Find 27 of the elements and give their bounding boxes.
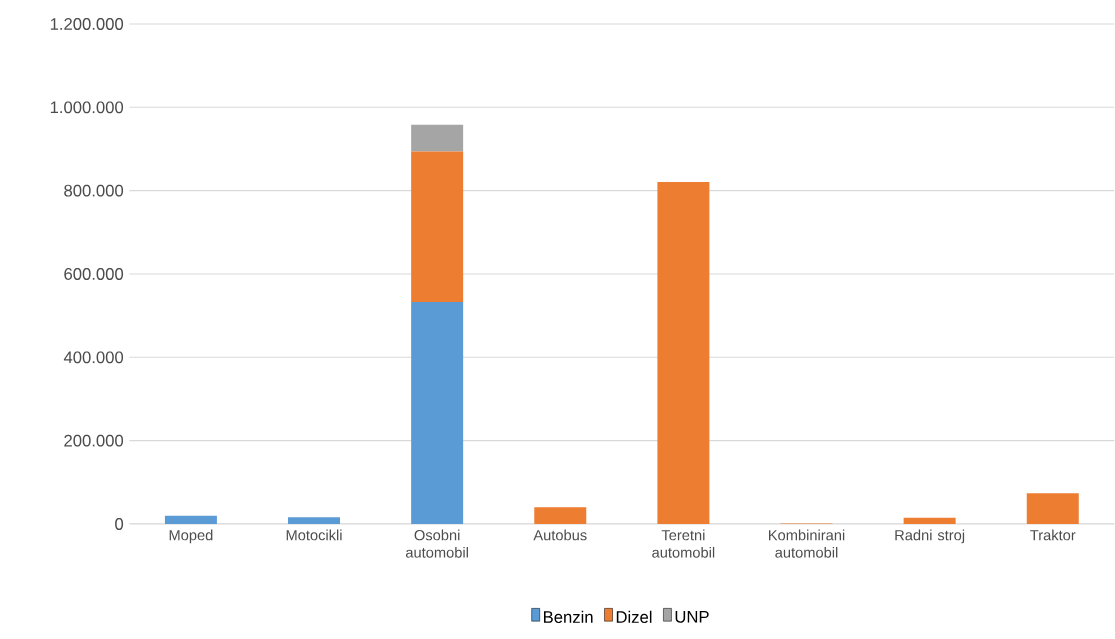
y-tick-label: 800.000 — [64, 184, 124, 197]
bar — [164, 515, 217, 524]
y-tick-label: 1.000.000 — [50, 101, 124, 114]
y-tick-label: 1.200.000 — [50, 18, 124, 30]
bar — [411, 151, 464, 302]
x-tick-label: Kombinirani automobil — [769, 529, 845, 558]
x-tick-label: Autobus — [533, 529, 587, 541]
bar — [657, 181, 710, 524]
x-tick-label: Motocikli — [286, 529, 342, 541]
bar — [288, 517, 341, 524]
legend-label: UNP — [675, 611, 709, 623]
y-tick-label: 0 — [115, 518, 124, 530]
bar — [1026, 493, 1079, 524]
x-tick-label: Moped — [169, 529, 213, 544]
x-tick-label: Osobni automobil — [405, 529, 468, 558]
bar — [534, 507, 587, 524]
y-tick-label: 400.000 — [63, 351, 124, 364]
x-tick-label: Radni stroj — [895, 529, 965, 544]
legend-label: Benzin — [543, 610, 593, 623]
bar — [903, 517, 956, 524]
legend-label: Dizel — [616, 610, 652, 623]
x-tick-label: Traktor — [1030, 529, 1076, 541]
x-tick-label: Teretni automobil — [652, 529, 715, 558]
bar — [411, 301, 464, 524]
bar — [411, 124, 464, 152]
y-tick-label: 600.000 — [64, 268, 124, 280]
y-tick-label: 200.000 — [64, 434, 124, 447]
